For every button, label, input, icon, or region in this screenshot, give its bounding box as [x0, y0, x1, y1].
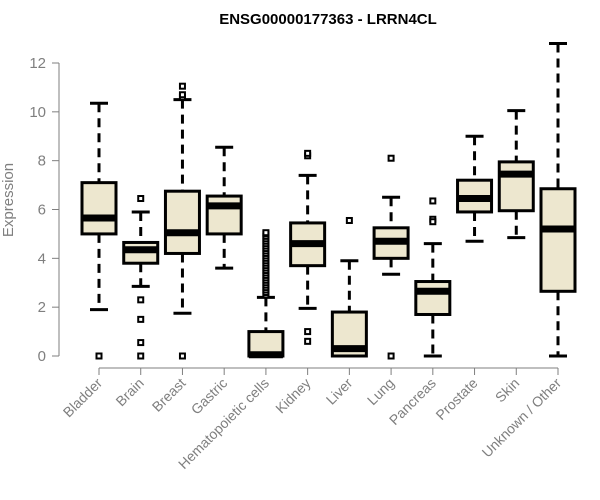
outlier-point	[137, 195, 145, 203]
box-pancreas	[414, 197, 452, 358]
outlier-point	[137, 352, 145, 360]
box-prostate	[456, 134, 494, 243]
outlier-point	[304, 328, 312, 336]
x-tick-label: Liver	[323, 375, 356, 408]
y-tick-label: 6	[38, 202, 46, 219]
outlier-point	[178, 91, 186, 99]
outlier-point	[387, 352, 395, 360]
outlier-point	[304, 149, 312, 157]
x-tick-label: Skin	[492, 375, 523, 406]
outlier-point	[262, 229, 270, 237]
y-axis: 0 2 4 6 8 10 12	[29, 55, 60, 365]
x-tick-label: Breast	[149, 375, 189, 415]
outlier-point	[345, 216, 353, 224]
outlier-point	[429, 197, 437, 205]
box-iqr	[163, 189, 201, 255]
box-gastric	[205, 145, 243, 270]
box-unknown-other	[539, 41, 577, 358]
y-axis-label: Expression	[0, 163, 17, 237]
outlier-point	[387, 154, 395, 162]
chart-title: ENSG00000177363 - LRRN4CL	[219, 11, 437, 28]
y-tick-label: 8	[38, 153, 46, 170]
y-tick-label: 4	[38, 250, 46, 267]
box-iqr	[539, 187, 577, 293]
outlier-point	[137, 339, 145, 347]
outlier-point	[137, 296, 145, 304]
outlier-point	[304, 337, 312, 345]
box-bladder	[80, 101, 118, 360]
x-tick-label: Brain	[112, 375, 146, 409]
box-hematopoietic-cells	[247, 229, 285, 359]
box-liver	[330, 216, 368, 358]
x-tick-label: Lung	[364, 375, 397, 408]
y-tick-label: 12	[29, 55, 46, 72]
box-iqr	[205, 194, 243, 236]
boxes	[80, 41, 577, 360]
y-tick-label: 2	[38, 299, 46, 316]
box-iqr	[414, 280, 452, 316]
y-tick-label: 0	[38, 348, 46, 365]
x-tick-label: Bladder	[60, 375, 106, 421]
box-breast	[163, 82, 201, 360]
x-tick-label: Unknown / Other	[479, 375, 565, 461]
outlier-point	[95, 352, 103, 360]
x-tick-label: Prostate	[432, 375, 480, 423]
box-iqr	[497, 160, 535, 213]
outlier-point	[137, 315, 145, 323]
box-skin	[497, 109, 535, 240]
y-tick-label: 10	[29, 104, 46, 121]
outlier-point	[178, 352, 186, 360]
box-iqr	[80, 181, 118, 236]
box-kidney	[289, 149, 327, 345]
outlier-point	[429, 218, 437, 226]
box-lung	[372, 154, 410, 360]
outlier-point	[178, 82, 186, 90]
box-brain	[122, 195, 160, 360]
x-tick-label: Kidney	[272, 375, 314, 417]
